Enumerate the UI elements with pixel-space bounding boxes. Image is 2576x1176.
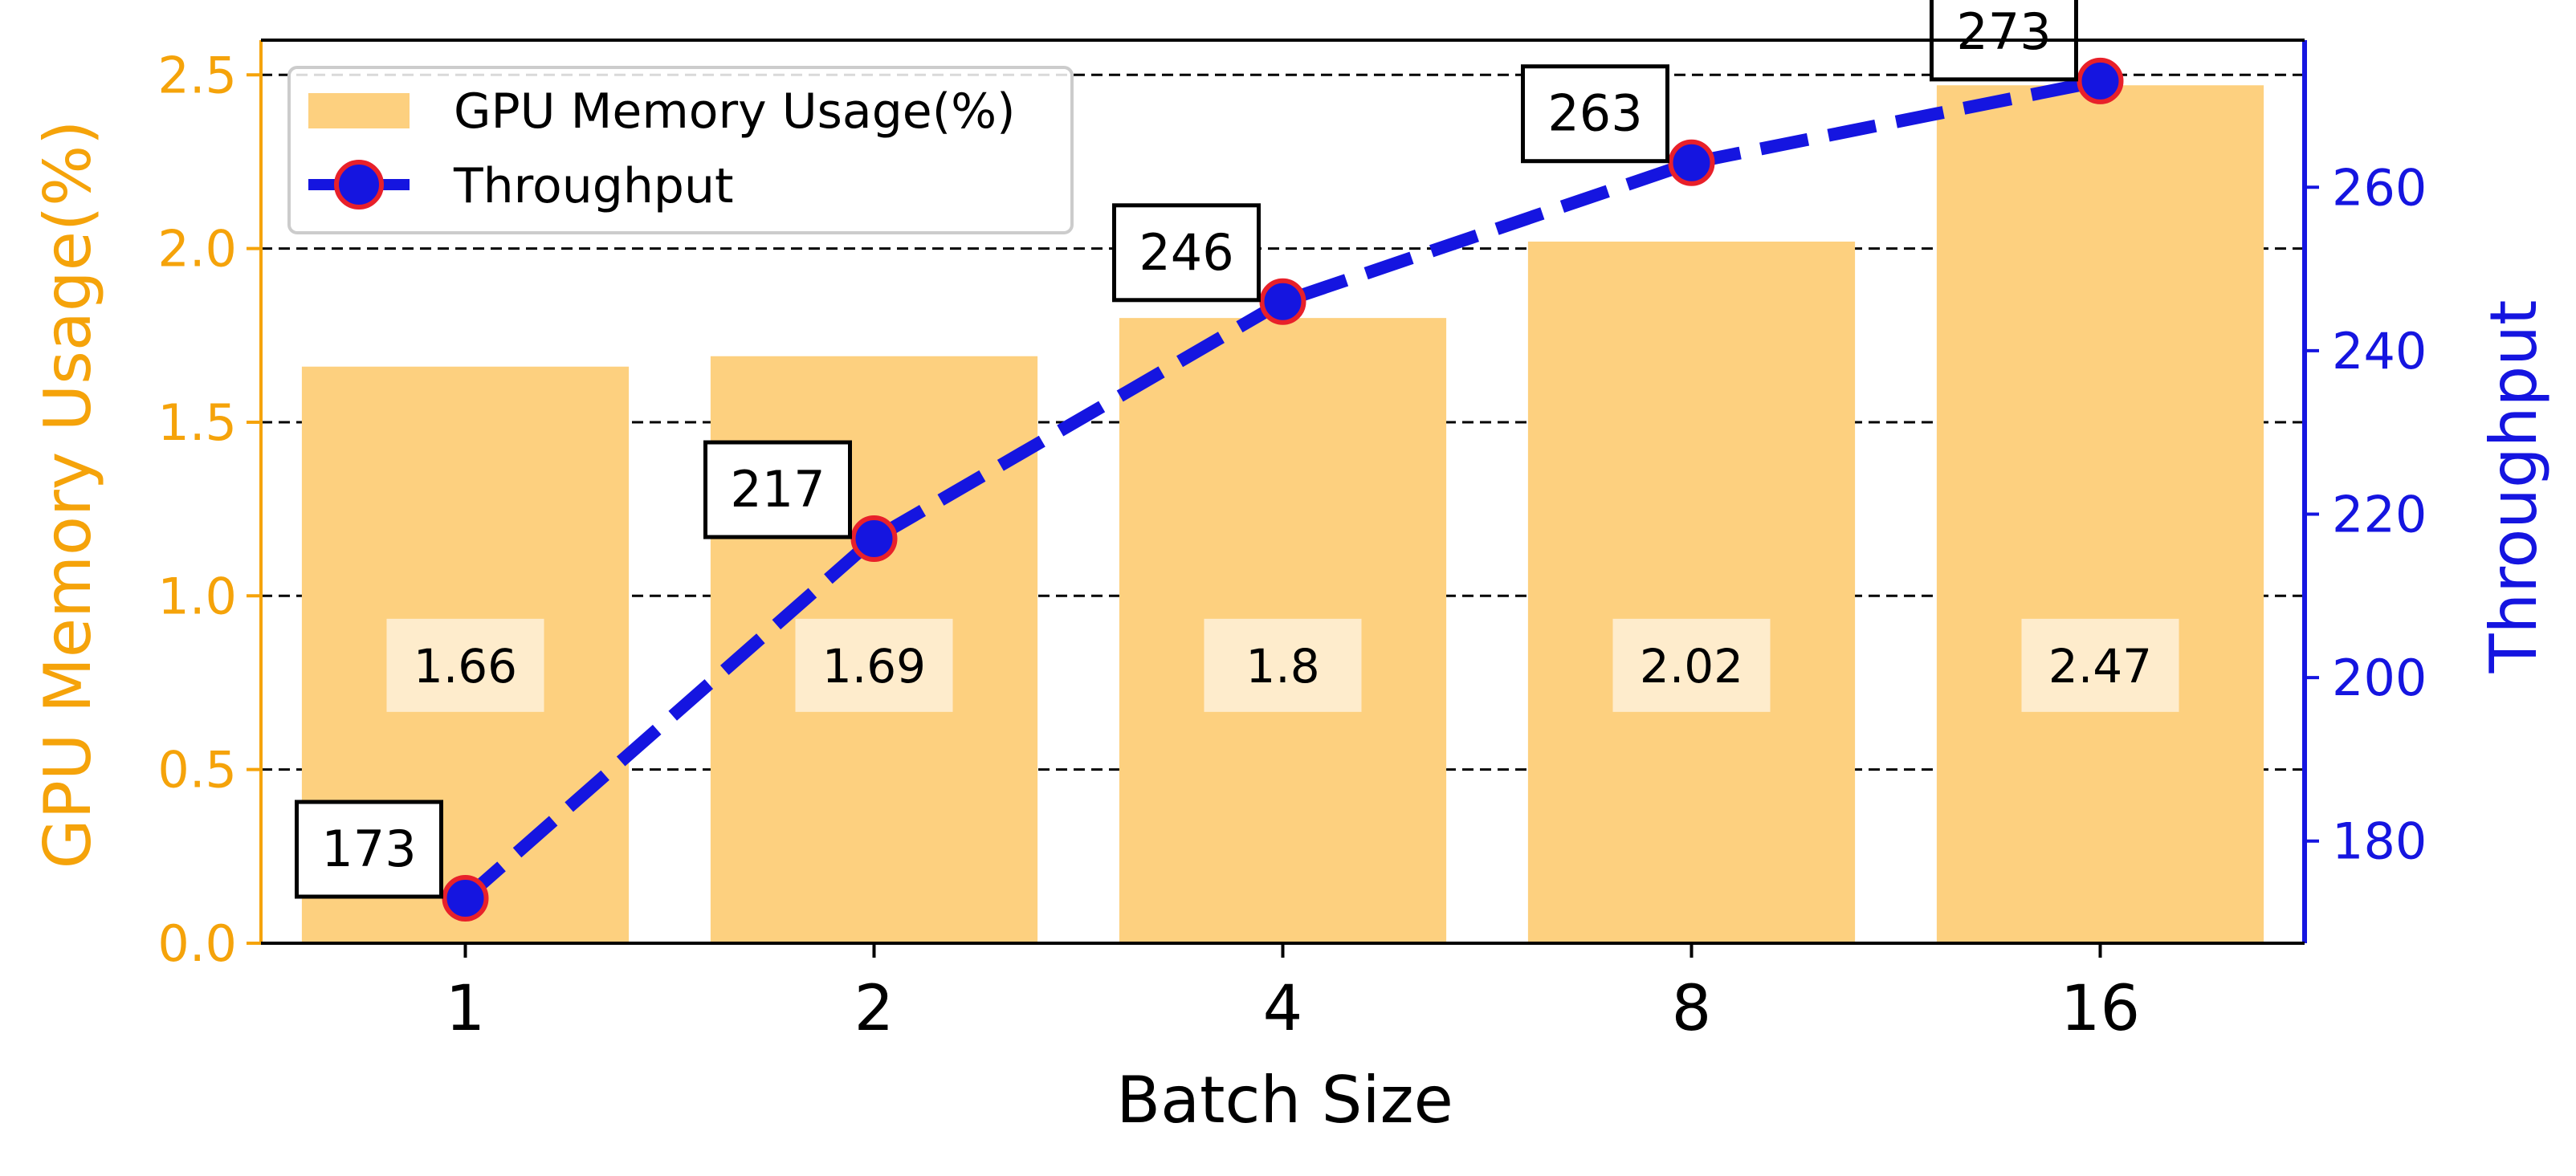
bar-label-box [1612, 618, 1771, 712]
tick-labels: 0.0 0.5 1.0 1.5 2.0 2.5 180 200 220 240 260 1 2 4 8 16 [157, 46, 2427, 1045]
point-value-label: 173 [321, 820, 416, 878]
throughput-point [1668, 139, 1715, 186]
x-axis-title: Batch Size [1116, 1063, 1453, 1137]
x-tick-label: 1 [446, 973, 486, 1045]
throughput-point [1259, 278, 1306, 325]
bar-value-label: 2.47 [2048, 639, 2152, 694]
bar-value-label: 2.02 [1640, 639, 1743, 694]
legend-bar-swatch [308, 93, 410, 128]
point-value-label: 246 [1139, 223, 1233, 282]
throughput-line [461, 75, 2102, 904]
line-series [442, 57, 2124, 922]
x-tick-label: 16 [2060, 973, 2140, 1045]
bar [1527, 241, 1856, 943]
x-tick-label: 8 [1672, 973, 1712, 1045]
bar-label-box [1204, 618, 1362, 712]
legend-label-memory: GPU Memory Usage(%) [454, 83, 1016, 140]
right-tick-label: 240 [2332, 322, 2427, 380]
throughput-point [850, 515, 898, 563]
bar-value-label: 1.69 [822, 639, 926, 694]
left-tick-label: 1.5 [157, 393, 237, 452]
right-tick-label: 180 [2332, 812, 2427, 871]
bar-label-box [795, 618, 953, 712]
point-value-label: 217 [730, 460, 825, 519]
bar-value-labels: 1.66 1.69 1.8 2.02 2.47 [386, 618, 2179, 712]
bar-label-box [386, 618, 544, 712]
point-label-box [703, 440, 852, 539]
point-label-box [1521, 64, 1669, 164]
bar-value-label: 1.8 [1245, 639, 1319, 694]
throughput-point [442, 875, 489, 922]
bar-label-box [2021, 618, 2179, 712]
point-label-box [1112, 203, 1261, 303]
bar-series [301, 85, 2264, 944]
legend-label-throughput: Throughput [453, 158, 734, 214]
right-tick-label: 220 [2332, 485, 2427, 543]
right-axis-title: Throughput [2476, 300, 2551, 674]
bar [1936, 85, 2264, 943]
legend: GPU Memory Usage(%) Throughput [287, 66, 1074, 234]
right-tick-label: 260 [2332, 158, 2427, 217]
left-tick-label: 2.5 [157, 46, 237, 104]
point-value-labels: 173 217 246 263 273 [295, 0, 2078, 899]
point-value-label: 273 [1956, 2, 2051, 61]
axis-titles: Batch Size GPU Memory Usage(%) Throughpu… [31, 120, 2551, 1137]
point-label-box [295, 800, 443, 899]
left-tick-label: 2.0 [157, 220, 237, 279]
left-tick-label: 1.0 [157, 567, 237, 625]
legend-line-marker [334, 160, 384, 210]
axes [259, 39, 2307, 945]
left-tick-label: 0.0 [157, 914, 237, 973]
left-axis-title: GPU Memory Usage(%) [31, 120, 105, 869]
throughput-point [2077, 57, 2124, 104]
point-value-label: 263 [1547, 84, 1642, 143]
right-tick-label: 200 [2332, 649, 2427, 707]
bar-value-label: 1.66 [414, 639, 517, 694]
legend-box [287, 66, 1074, 234]
x-tick-label: 2 [854, 973, 895, 1045]
x-tick-label: 4 [1263, 973, 1303, 1045]
left-tick-label: 0.5 [157, 741, 237, 800]
